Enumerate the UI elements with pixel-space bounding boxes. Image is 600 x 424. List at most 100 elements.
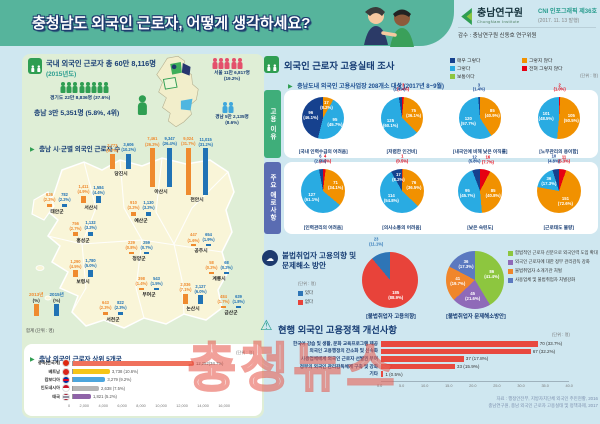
axis-tick: 10,000 [155, 404, 167, 408]
policy-row: 사용업체에게 외국인 근로자 선발권 부여 37 (17.8%) [288, 355, 588, 363]
survey-title: 외국인 근로자 고용실태 조사 [284, 61, 395, 71]
city-percent: (1.6%) [187, 237, 200, 243]
policy-value: 1 (0.5%) [385, 371, 403, 377]
city-name: 당진시 [114, 171, 128, 177]
pie-slice-label: 151 (72.6%) [557, 196, 573, 207]
legend-item: 전혀 그렇지 않다 [522, 65, 598, 72]
tab-employment-reason: 고용 이유 [264, 90, 281, 158]
city-percent: (31.7%) [181, 141, 196, 147]
city-value: 484 [220, 294, 227, 300]
chungnam-map [31, 157, 235, 329]
city-series: 1,411 (4.9%) [77, 184, 90, 203]
city-bar-group: 9,024 (31.7%) 11,015 (31.2%) 천안시 [174, 136, 220, 203]
pie-slice-label: 17 (8.2%) [320, 99, 333, 110]
city-name: 태안군 [50, 209, 64, 215]
policy-row: 한국어 강습 및 생활, 문화 교육프로그램 제공 70 (33.7%) [288, 340, 588, 348]
city-percent: (4.9%) [77, 189, 90, 195]
top5-title: ▶ 충남 외국인 근로자 상위 5개국 [30, 348, 122, 366]
country-bar [73, 394, 91, 400]
legend-swatch [450, 73, 455, 79]
city-percent: (0.8%) [125, 245, 138, 251]
pie-label: [국내 인력수급의 어려움] [298, 149, 348, 154]
legend-2013-swatch [33, 304, 39, 317]
top5-row: 베트남 3,738 (10.6%) [30, 367, 231, 376]
city-bar-group: 1,290 (4.5%) 1,780 (5.0%) 보령시 [60, 258, 106, 285]
city-series: 756 (2.7%) [69, 221, 82, 237]
pie-slice-label: 125 (60.1%) [382, 117, 399, 128]
city-series: 68 (0.2%) [221, 260, 233, 274]
city-value: 11,015 [199, 136, 212, 142]
pie-chart: 17 (8.2%) 95 (45.7%) 96 (46.1%) [302, 97, 345, 139]
city-percent: (2.7%) [69, 226, 82, 232]
city-bar [62, 203, 67, 207]
country-value: 12,252(34.7%) [195, 360, 224, 366]
country-value: 3,738 (10.6%) [111, 369, 139, 375]
city-series: 782 (2.2%) [59, 192, 71, 207]
top5-chart: 중국(한국계) 12,252(34.7%) 베트남 3,738 (10.6%) 캄보디아… [30, 359, 231, 401]
city-percent: (0.2%) [205, 265, 218, 271]
axis-tick: 12,000 [176, 404, 188, 408]
pie-slice-label: 4 (1.9%) [319, 153, 332, 164]
city-bar [118, 311, 123, 316]
city-percent: (9.7%) [106, 148, 119, 154]
pie-cell: 17 (8.2%) 95 (45.7%) 96 (46.1%) [국내 인력수급의 어려움] [284, 90, 363, 158]
city-percent: (26.2%) [145, 141, 160, 147]
gyeongnam-stat: 경남 5만 2,135명 (8.6%) [206, 114, 258, 126]
policy-label: 외국인 고용행정의 간소화 및 신속화 [309, 348, 378, 354]
pie-illegal-solution-wrap: 86 (41.4%) 45 (21.6%) 41 (19.7%) 36 (17.3%) [446, 251, 504, 309]
survey-legend: 매우 그렇다 그렇지 않다 그렇다 전혀 그렇지 않다 보통이다 (단위 : 명) [450, 56, 598, 80]
axis-tick: 20.0 [469, 384, 477, 388]
gyeongnam-stat-line2: (8.6%) [225, 119, 239, 125]
city-series: 484 (1.7%) [217, 294, 230, 309]
city-value: 654 [205, 232, 212, 237]
city-value: 7,461 [147, 136, 158, 142]
pie-slice-label: 36 (17.3%) [541, 176, 557, 187]
city-percent: (2.3%) [99, 305, 112, 311]
legend-swatch [298, 300, 303, 305]
pie-slice-label: 95 (45.7%) [327, 116, 343, 127]
gyeonggi-stat: 경기도 22만 8,836명 (37.6%) [50, 96, 111, 101]
city-name: 천안시 [190, 198, 204, 204]
city-series: 398 (1.4%) [135, 276, 148, 290]
city-series: 654 (1.9%) [203, 232, 215, 247]
axis-tick: 10.0 [420, 384, 429, 388]
city-percent: (7.1%) [179, 287, 192, 293]
supervision-credit: 감수 : 충남연구원 신동호 연구위원 [458, 33, 537, 39]
city-value: 1,290 [70, 258, 81, 264]
axis-tick: 25.0 [493, 384, 501, 388]
legend-item: 있다 [298, 290, 313, 296]
city-bar [139, 287, 144, 290]
city-bar [96, 196, 101, 203]
city-percent: (26.4%) [162, 141, 177, 147]
city-bar-group: 1,411 (4.9%) 1,584 (4.4%) 서산시 [68, 184, 114, 211]
legend-2013: 2013년 (%) [29, 292, 43, 317]
pie-slice-label: 16 (7.7%) [481, 154, 494, 165]
pie-slice-label: 12 (5.8%) [468, 153, 481, 164]
legend-swatch [522, 57, 527, 63]
legend-item: 그렇지 않다 [522, 57, 598, 64]
legend-swatch [450, 57, 455, 63]
city-bar [47, 203, 52, 207]
pie-chart: 4 (1.9%) 71 (34.1%) 127 (61.1%) 6 (2.9%) [301, 154, 346, 213]
flag-china-icon [62, 359, 70, 368]
legend-item: 없다 [298, 299, 313, 305]
city-percent: (6.0%) [194, 288, 207, 294]
city-series: 2,127 (6.0%) [195, 284, 207, 305]
pie-chart: 16 (7.7%) 85 (40.8%) 95 (45.7%) 12 (5.8%) [458, 154, 503, 213]
korea-map [156, 55, 199, 128]
country-value: 2,638 (7.5%) [101, 385, 126, 391]
survey-unit: (단위 : 명) [580, 73, 598, 78]
city-value: 229 [128, 240, 135, 245]
pie-slice-label: 1 (0.5%) [396, 153, 409, 164]
top5-unit: (단위 : 명) [236, 350, 254, 355]
top5-axis: 0 2,000 4,000 6,000 8,000 10,000 12,000 14,000 1… [68, 404, 230, 408]
city-percent: (3.2%) [127, 205, 140, 211]
legend-swatch [508, 269, 513, 274]
pie-slice-label: 75 (36.1%) [406, 107, 422, 118]
pie-slice-label: 3 (1.4%) [397, 81, 410, 92]
institute-name-en: ChungNam Institute [477, 19, 520, 24]
flag-indonesia-icon [62, 384, 70, 393]
city-bar [144, 251, 149, 254]
city-bar [73, 270, 78, 278]
city-value: 2,127 [195, 283, 206, 289]
